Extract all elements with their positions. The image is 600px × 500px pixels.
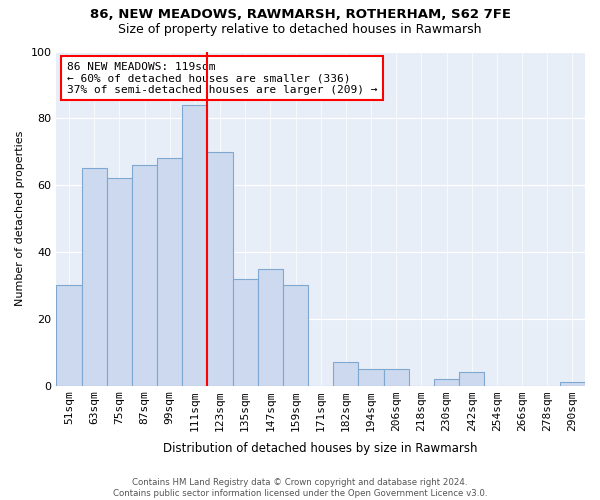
Bar — [283, 286, 308, 386]
Text: 86, NEW MEADOWS, RAWMARSH, ROTHERHAM, S62 7FE: 86, NEW MEADOWS, RAWMARSH, ROTHERHAM, S6… — [89, 8, 511, 20]
X-axis label: Distribution of detached houses by size in Rawmarsh: Distribution of detached houses by size … — [163, 442, 478, 455]
Bar — [56, 286, 82, 386]
Bar — [208, 152, 233, 386]
Bar — [333, 362, 358, 386]
Bar — [434, 379, 459, 386]
Bar — [107, 178, 132, 386]
Bar — [82, 168, 107, 386]
Bar — [358, 369, 383, 386]
Text: 86 NEW MEADOWS: 119sqm
← 60% of detached houses are smaller (336)
37% of semi-de: 86 NEW MEADOWS: 119sqm ← 60% of detached… — [67, 62, 377, 94]
Bar — [182, 105, 208, 386]
Bar — [459, 372, 484, 386]
Bar — [258, 268, 283, 386]
Text: Contains HM Land Registry data © Crown copyright and database right 2024.
Contai: Contains HM Land Registry data © Crown c… — [113, 478, 487, 498]
Bar — [233, 278, 258, 386]
Bar — [157, 158, 182, 386]
Y-axis label: Number of detached properties: Number of detached properties — [15, 131, 25, 306]
Bar — [383, 369, 409, 386]
Text: Size of property relative to detached houses in Rawmarsh: Size of property relative to detached ho… — [118, 22, 482, 36]
Bar — [560, 382, 585, 386]
Bar — [132, 165, 157, 386]
